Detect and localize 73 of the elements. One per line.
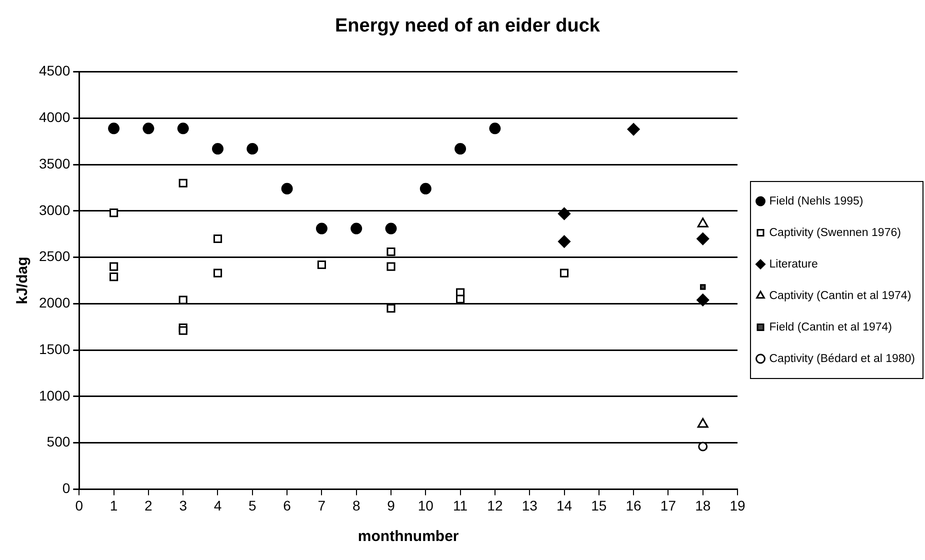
y-tick-label: 3000	[38, 202, 70, 218]
legend-label: Literature	[769, 258, 818, 270]
y-tick-label: 0	[62, 480, 70, 496]
y-tick-label: 1500	[38, 340, 70, 357]
x-tick-label: 2	[144, 497, 153, 514]
point	[558, 235, 571, 248]
legend-label: Captivity (Swennen 1976)	[769, 226, 902, 239]
point	[213, 268, 222, 278]
point	[142, 122, 154, 134]
y-axis-title: kJ/dag	[14, 256, 32, 304]
x-axis-title: monthnumber	[358, 528, 459, 546]
point	[696, 294, 710, 306]
y-tick-label: 2000	[38, 294, 70, 311]
y-tick-label: 2500	[38, 248, 70, 264]
point	[386, 262, 396, 271]
y-tick-label: 1000	[38, 387, 70, 404]
y-tick-label: 4000	[38, 109, 70, 126]
point	[212, 143, 224, 155]
x-tick-label: 18	[695, 497, 711, 514]
point	[108, 122, 120, 134]
x-tick-label: 12	[487, 497, 503, 514]
point	[696, 232, 710, 246]
point	[420, 182, 432, 194]
point	[110, 262, 118, 271]
x-tick-label: 13	[522, 497, 538, 514]
x-tick-label: 3	[179, 497, 188, 514]
x-tick-label: 14	[556, 497, 572, 514]
legend-label: Field (Nehls 1995)	[769, 195, 864, 208]
x-tick-label: 4	[214, 497, 222, 514]
legend-label: Captivity (Cantin et al 1974)	[769, 290, 912, 302]
point	[213, 234, 222, 244]
x-tick-label: 10	[418, 497, 434, 514]
y-tick-label: 3500	[38, 155, 70, 172]
point	[560, 268, 569, 278]
point	[386, 304, 396, 313]
point	[177, 122, 189, 134]
y-tick-label: 500	[46, 434, 70, 450]
point	[281, 182, 293, 194]
x-tick-label: 9	[387, 497, 396, 514]
legend-label: Captivity (Bédard et al 1980)	[769, 352, 916, 365]
point	[350, 222, 362, 234]
point	[558, 207, 571, 220]
point	[386, 247, 396, 256]
point	[178, 178, 188, 188]
x-tick-label: 15	[591, 497, 607, 514]
point	[697, 418, 708, 428]
point	[317, 260, 326, 270]
x-tick-label: 5	[248, 497, 256, 514]
x-tick-label: 19	[730, 497, 746, 514]
y-tick-label: 4500	[38, 62, 70, 79]
point	[110, 208, 118, 218]
point	[700, 284, 706, 290]
legend-label: Field (Cantin et al 1974)	[769, 321, 892, 334]
point	[697, 218, 708, 228]
point	[385, 222, 397, 234]
x-tick-label: 11	[453, 497, 468, 514]
x-tick-label: 17	[660, 497, 676, 514]
x-tick-label: 16	[626, 497, 642, 514]
point	[489, 122, 501, 134]
x-tick-label: 7	[318, 497, 326, 514]
point	[316, 222, 328, 234]
point	[178, 326, 188, 335]
x-tick-label: 8	[352, 497, 360, 514]
point	[110, 272, 118, 282]
x-tick-label: 0	[75, 497, 84, 514]
point	[246, 143, 258, 155]
point	[627, 123, 640, 136]
point	[698, 442, 708, 452]
point	[454, 143, 466, 155]
x-tick-label: 1	[110, 497, 118, 514]
chart-title: Energy need of an eider duck	[334, 16, 600, 37]
point	[456, 294, 465, 304]
x-tick-label: 6	[283, 497, 292, 514]
